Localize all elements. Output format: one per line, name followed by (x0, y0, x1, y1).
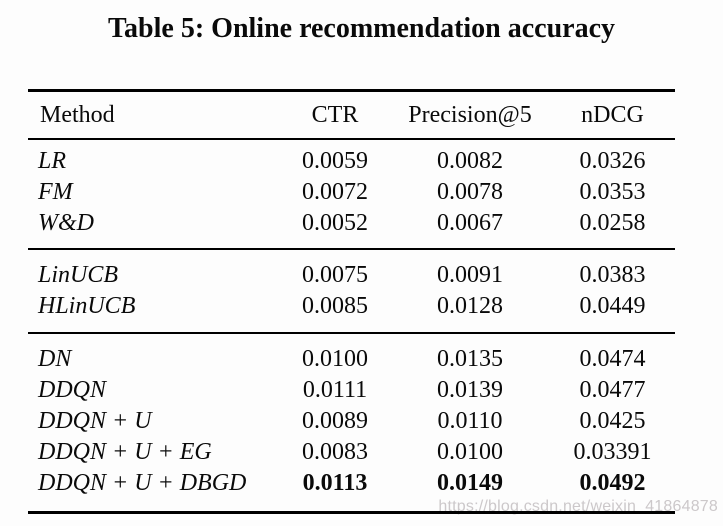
col-header-method: Method (28, 90, 280, 140)
ctr-cell: 0.0085 (302, 293, 368, 319)
ndcg-cell: 0.0449 (579, 293, 646, 319)
method-cell: DDQN + U (38, 408, 152, 434)
table-row: W&D 0.0052 0.0067 0.0258 (28, 208, 675, 249)
precision-cell: 0.0110 (437, 408, 503, 434)
method-cell: W&D (38, 210, 94, 236)
table-row: DDQN + U + EG 0.0083 0.0100 0.03391 (28, 437, 675, 468)
table-row: HLinUCB 0.0085 0.0128 0.0449 (28, 291, 675, 333)
method-cell: LR (38, 148, 67, 174)
precision-cell: 0.0082 (437, 148, 503, 174)
method-cell: DDQN + U + DBGD (38, 470, 247, 496)
ndcg-cell: 0.0425 (579, 408, 646, 434)
table-header: Method CTR Precision@5 nDCG (28, 90, 675, 140)
table-row: LinUCB 0.0075 0.0091 0.0383 (28, 249, 675, 291)
group-bandits: LinUCB 0.0075 0.0091 0.0383 HLinUCB 0.00… (28, 249, 675, 333)
table-row: LR 0.0059 0.0082 0.0326 (28, 139, 675, 177)
group-rl-methods: DN 0.0100 0.0135 0.0474 DDQN 0.0111 0.01… (28, 333, 675, 513)
ndcg-cell: 0.0353 (579, 179, 646, 205)
col-header-ctr: CTR (280, 90, 390, 140)
precision-cell: 0.0091 (437, 262, 503, 288)
precision-cell: 0.0128 (437, 293, 503, 319)
ctr-cell: 0.0089 (302, 408, 368, 434)
precision-cell: 0.0149 (437, 470, 503, 496)
table-row-best: DDQN + U + DBGD 0.0113 0.0149 0.0492 (28, 468, 675, 513)
ndcg-cell: 0.0258 (579, 210, 646, 236)
ctr-cell: 0.0059 (302, 148, 368, 174)
method-cell: DN (38, 346, 72, 372)
table-row: DDQN + U 0.0089 0.0110 0.0425 (28, 406, 675, 437)
group-baselines: LR 0.0059 0.0082 0.0326 FM 0.0072 0.0078… (28, 139, 675, 249)
ndcg-cell: 0.0492 (579, 470, 646, 496)
ndcg-cell: 0.0383 (579, 262, 646, 288)
ctr-cell: 0.0113 (302, 470, 368, 496)
csdn-watermark: https://blog.csdn.net/weixin_41864878 (438, 498, 718, 515)
ndcg-cell: 0.0474 (579, 346, 646, 372)
ctr-cell: 0.0083 (302, 439, 368, 465)
ndcg-cell: 0.0477 (579, 377, 646, 403)
method-cell: HLinUCB (38, 293, 136, 319)
table-row: FM 0.0072 0.0078 0.0353 (28, 177, 675, 208)
table-row: DDQN 0.0111 0.0139 0.0477 (28, 375, 675, 406)
col-header-precision: Precision@5 (390, 90, 550, 140)
ctr-cell: 0.0052 (302, 210, 368, 236)
col-header-ndcg: nDCG (550, 90, 675, 140)
ctr-cell: 0.0072 (302, 179, 368, 205)
header-row: Method CTR Precision@5 nDCG (28, 90, 675, 140)
ndcg-cell: 0.03391 (573, 439, 652, 465)
precision-cell: 0.0135 (437, 346, 503, 372)
results-table: Method CTR Precision@5 nDCG LR 0.0059 0.… (28, 89, 675, 514)
precision-cell: 0.0139 (437, 377, 503, 403)
ctr-cell: 0.0111 (302, 377, 368, 403)
ndcg-cell: 0.0326 (579, 148, 646, 174)
method-cell: DDQN + U + EG (38, 439, 212, 465)
table-caption: Table 5: Online recommendation accuracy (107, 13, 616, 44)
precision-cell: 0.0067 (437, 210, 503, 236)
method-cell: LinUCB (38, 262, 119, 288)
table-row: DN 0.0100 0.0135 0.0474 (28, 333, 675, 375)
method-cell: DDQN (38, 377, 107, 403)
ctr-cell: 0.0100 (302, 346, 368, 372)
ctr-cell: 0.0075 (302, 262, 368, 288)
precision-cell: 0.0078 (437, 179, 503, 205)
precision-cell: 0.0100 (437, 439, 503, 465)
method-cell: FM (38, 179, 73, 205)
